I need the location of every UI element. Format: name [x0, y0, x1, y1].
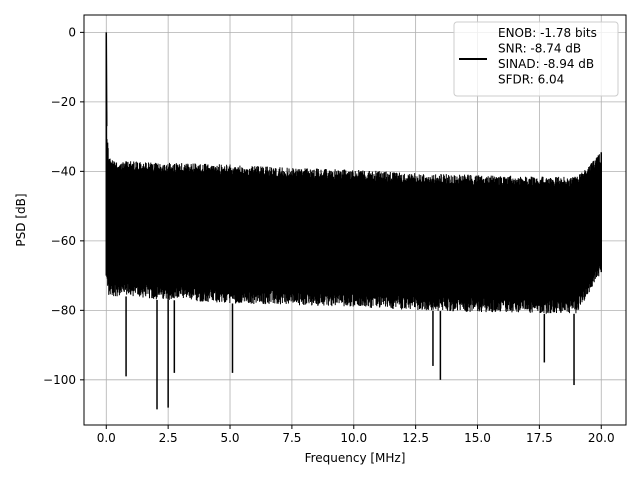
legend-text-line: SINAD: -8.94 dB — [498, 57, 594, 71]
x-tick-label: 10.0 — [340, 431, 367, 445]
y-tick-label: −100 — [43, 373, 76, 387]
x-tick-label: 20.0 — [588, 431, 615, 445]
legend-box — [453, 21, 619, 97]
psd-series-line — [105, 35, 602, 314]
x-tick-label: 5.0 — [220, 431, 239, 445]
y-tick-label: −20 — [51, 95, 76, 109]
y-axis-label: PSD [dB] — [14, 193, 28, 246]
legend-text-line: ENOB: -1.78 bits — [498, 26, 597, 40]
x-tick-label: 0.0 — [97, 431, 116, 445]
y-tick-label: −40 — [51, 164, 76, 178]
legend-text-line: SFDR: 6.04 — [498, 73, 564, 87]
x-tick-label: 2.5 — [159, 431, 178, 445]
y-axis-ticks: 0 −20 −40 −60 −80 −100 — [43, 25, 84, 387]
x-tick-label: 15.0 — [464, 431, 491, 445]
x-tick-label: 7.5 — [282, 431, 301, 445]
plot-area — [105, 32, 603, 410]
y-tick-label: −60 — [51, 234, 76, 248]
x-axis-label: Frequency [MHz] — [305, 451, 406, 465]
x-axis-ticks: 0.0 2.5 5.0 7.5 10.0 12.5 15.0 17.5 20.0 — [97, 425, 615, 445]
axes-frame — [83, 14, 627, 426]
x-tick-label: 12.5 — [402, 431, 429, 445]
y-tick-label: 0 — [68, 25, 76, 39]
x-tick-label: 17.5 — [526, 431, 553, 445]
legend-text-line: SNR: -8.74 dB — [498, 42, 581, 56]
y-tick-label: −80 — [51, 303, 76, 317]
